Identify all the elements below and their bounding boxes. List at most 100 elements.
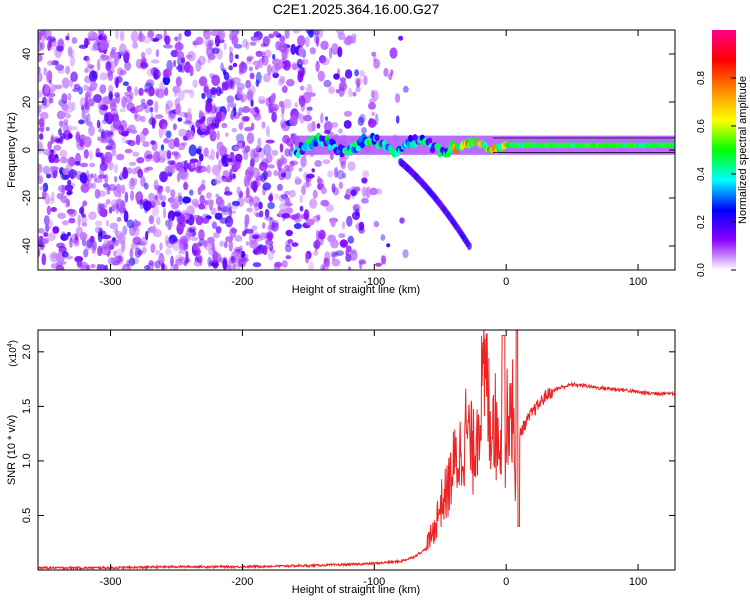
heatmap-noise-blob [258, 201, 263, 210]
heatmap-noise-blob [42, 96, 47, 107]
heatmap-noise-blob [278, 42, 288, 53]
heatmap-noise-blob [165, 248, 172, 256]
heatmap-noise-blob [301, 213, 309, 220]
heatmap-noise-blob [249, 240, 259, 249]
heatmap-noise-blob [223, 71, 230, 81]
heatmap-noise-blob [151, 199, 161, 206]
heatmap-noise-blob [57, 212, 66, 219]
heatmap-noise-blob [296, 59, 305, 65]
heatmap-noise-blob [371, 111, 376, 116]
heatmap-noise-blob [229, 174, 235, 180]
heatmap-noise-blob [158, 149, 166, 158]
heatmap-noise-blob [89, 70, 98, 83]
heatmap-noise-blob [50, 263, 59, 269]
heatmap-noise-blob [192, 242, 201, 251]
heatmap-marks [38, 30, 675, 270]
heatmap-noise-blob [140, 115, 146, 123]
heatmap-noise-blob [109, 222, 119, 230]
heatmap-noise-blob [49, 251, 59, 263]
heatmap-noise-blob [173, 137, 180, 148]
heatmap-noise-blob [48, 97, 54, 104]
heatmap-noise-blob [94, 188, 101, 199]
heatmap-noise-blob [298, 95, 306, 107]
heatmap-noise-blob [265, 239, 274, 246]
heatmap-noise-blob [56, 192, 63, 200]
heatmap-noise-blob [221, 81, 227, 88]
heatmap-noise-blob [103, 129, 111, 139]
heatmap-noise-blob [111, 150, 117, 157]
heatmap-noise-blob [67, 46, 73, 57]
heatmap-noise-blob [153, 179, 159, 191]
heatmap-noise-blob [66, 231, 71, 237]
heatmap-noise-blob [192, 214, 201, 220]
heatmap-noise-blob [199, 194, 205, 205]
heatmap-noise-blob [114, 239, 119, 247]
heatmap-noise-blob [70, 71, 78, 82]
heatmap-noise-blob [177, 117, 183, 122]
heatmap-noise-blob [44, 83, 50, 94]
heatmap-noise-blob [246, 132, 255, 144]
heatmap-noise-blob [372, 55, 377, 62]
heatmap-noise-blob [216, 141, 224, 152]
heatmap-noise-blob [209, 130, 217, 142]
heatmap-noise-blob [225, 176, 233, 183]
heatmap-noise-blob [59, 156, 68, 164]
snr-y-axis-label: SNR (10 * v/v) [6, 415, 18, 485]
heatmap-noise-blob [145, 79, 155, 88]
heatmap-noise-blob [348, 250, 358, 261]
heatmap-noise-blob [178, 32, 182, 41]
heatmap-branch-blob [466, 242, 472, 250]
heatmap-noise-blob [47, 219, 53, 229]
heatmap-noise-blob [330, 239, 339, 249]
snr-y-tick-label: 2.0 [21, 344, 33, 359]
heatmap-noise-blob [338, 86, 345, 97]
heatmap-noise-blob [124, 148, 133, 154]
heatmap-y-tick-label: 0 [21, 147, 33, 153]
heatmap-noise-blob [228, 46, 233, 53]
colorbar-tick-label: 0.8 [696, 71, 707, 85]
heatmap-noise-blob [230, 109, 235, 121]
heatmap-noise-blob [116, 153, 125, 161]
heatmap-noise-blob [152, 69, 161, 80]
heatmap-noise-blob [334, 167, 339, 178]
heatmap-noise-blob [145, 166, 153, 171]
heatmap-noise-blob [177, 90, 185, 101]
heatmap-noise-blob [252, 262, 262, 268]
heatmap-noise-blob [124, 191, 129, 203]
heatmap-noise-blob [88, 211, 97, 220]
heatmap-noise-blob [121, 184, 126, 195]
heatmap-noise-blob [260, 158, 269, 168]
heatmap-noise-blob [352, 91, 357, 97]
heatmap-noise-blob [323, 79, 332, 88]
heatmap-noise-blob [117, 232, 126, 244]
heatmap-noise-blob [150, 36, 154, 42]
heatmap-noise-blob [219, 240, 225, 248]
heatmap-noise-blob [229, 102, 237, 108]
heatmap-noise-blob [135, 105, 144, 112]
heatmap-noise-blob [309, 198, 318, 209]
heatmap-noise-blob [267, 164, 275, 169]
heatmap-noise-blob [172, 123, 177, 131]
heatmap-noise-blob [83, 136, 92, 148]
heatmap-noise-blob [42, 148, 51, 156]
heatmap-noise-blob [230, 256, 236, 264]
heatmap-noise-blob [291, 242, 299, 247]
heatmap-noise-blob [159, 171, 168, 183]
heatmap-line-blob [355, 144, 361, 152]
heatmap-noise-blob [376, 188, 383, 195]
heatmap-noise-blob [159, 81, 165, 94]
heatmap-noise-blob [263, 73, 271, 83]
heatmap-noise-blob [201, 217, 210, 224]
heatmap-noise-blob [92, 43, 100, 51]
heatmap-noise-blob [59, 136, 64, 145]
colorbar-label: Normalized spectral amplitude [737, 76, 749, 224]
heatmap-noise-blob [113, 255, 123, 263]
heatmap-noise-blob [270, 93, 276, 106]
heatmap-noise-blob [178, 250, 187, 255]
heatmap-noise-blob [108, 206, 113, 214]
heatmap-noise-blob [221, 155, 227, 164]
heatmap-noise-blob [95, 220, 103, 227]
heatmap-noise-blob [306, 173, 315, 179]
heatmap-noise-blob [244, 214, 250, 225]
heatmap-noise-blob [337, 46, 343, 58]
